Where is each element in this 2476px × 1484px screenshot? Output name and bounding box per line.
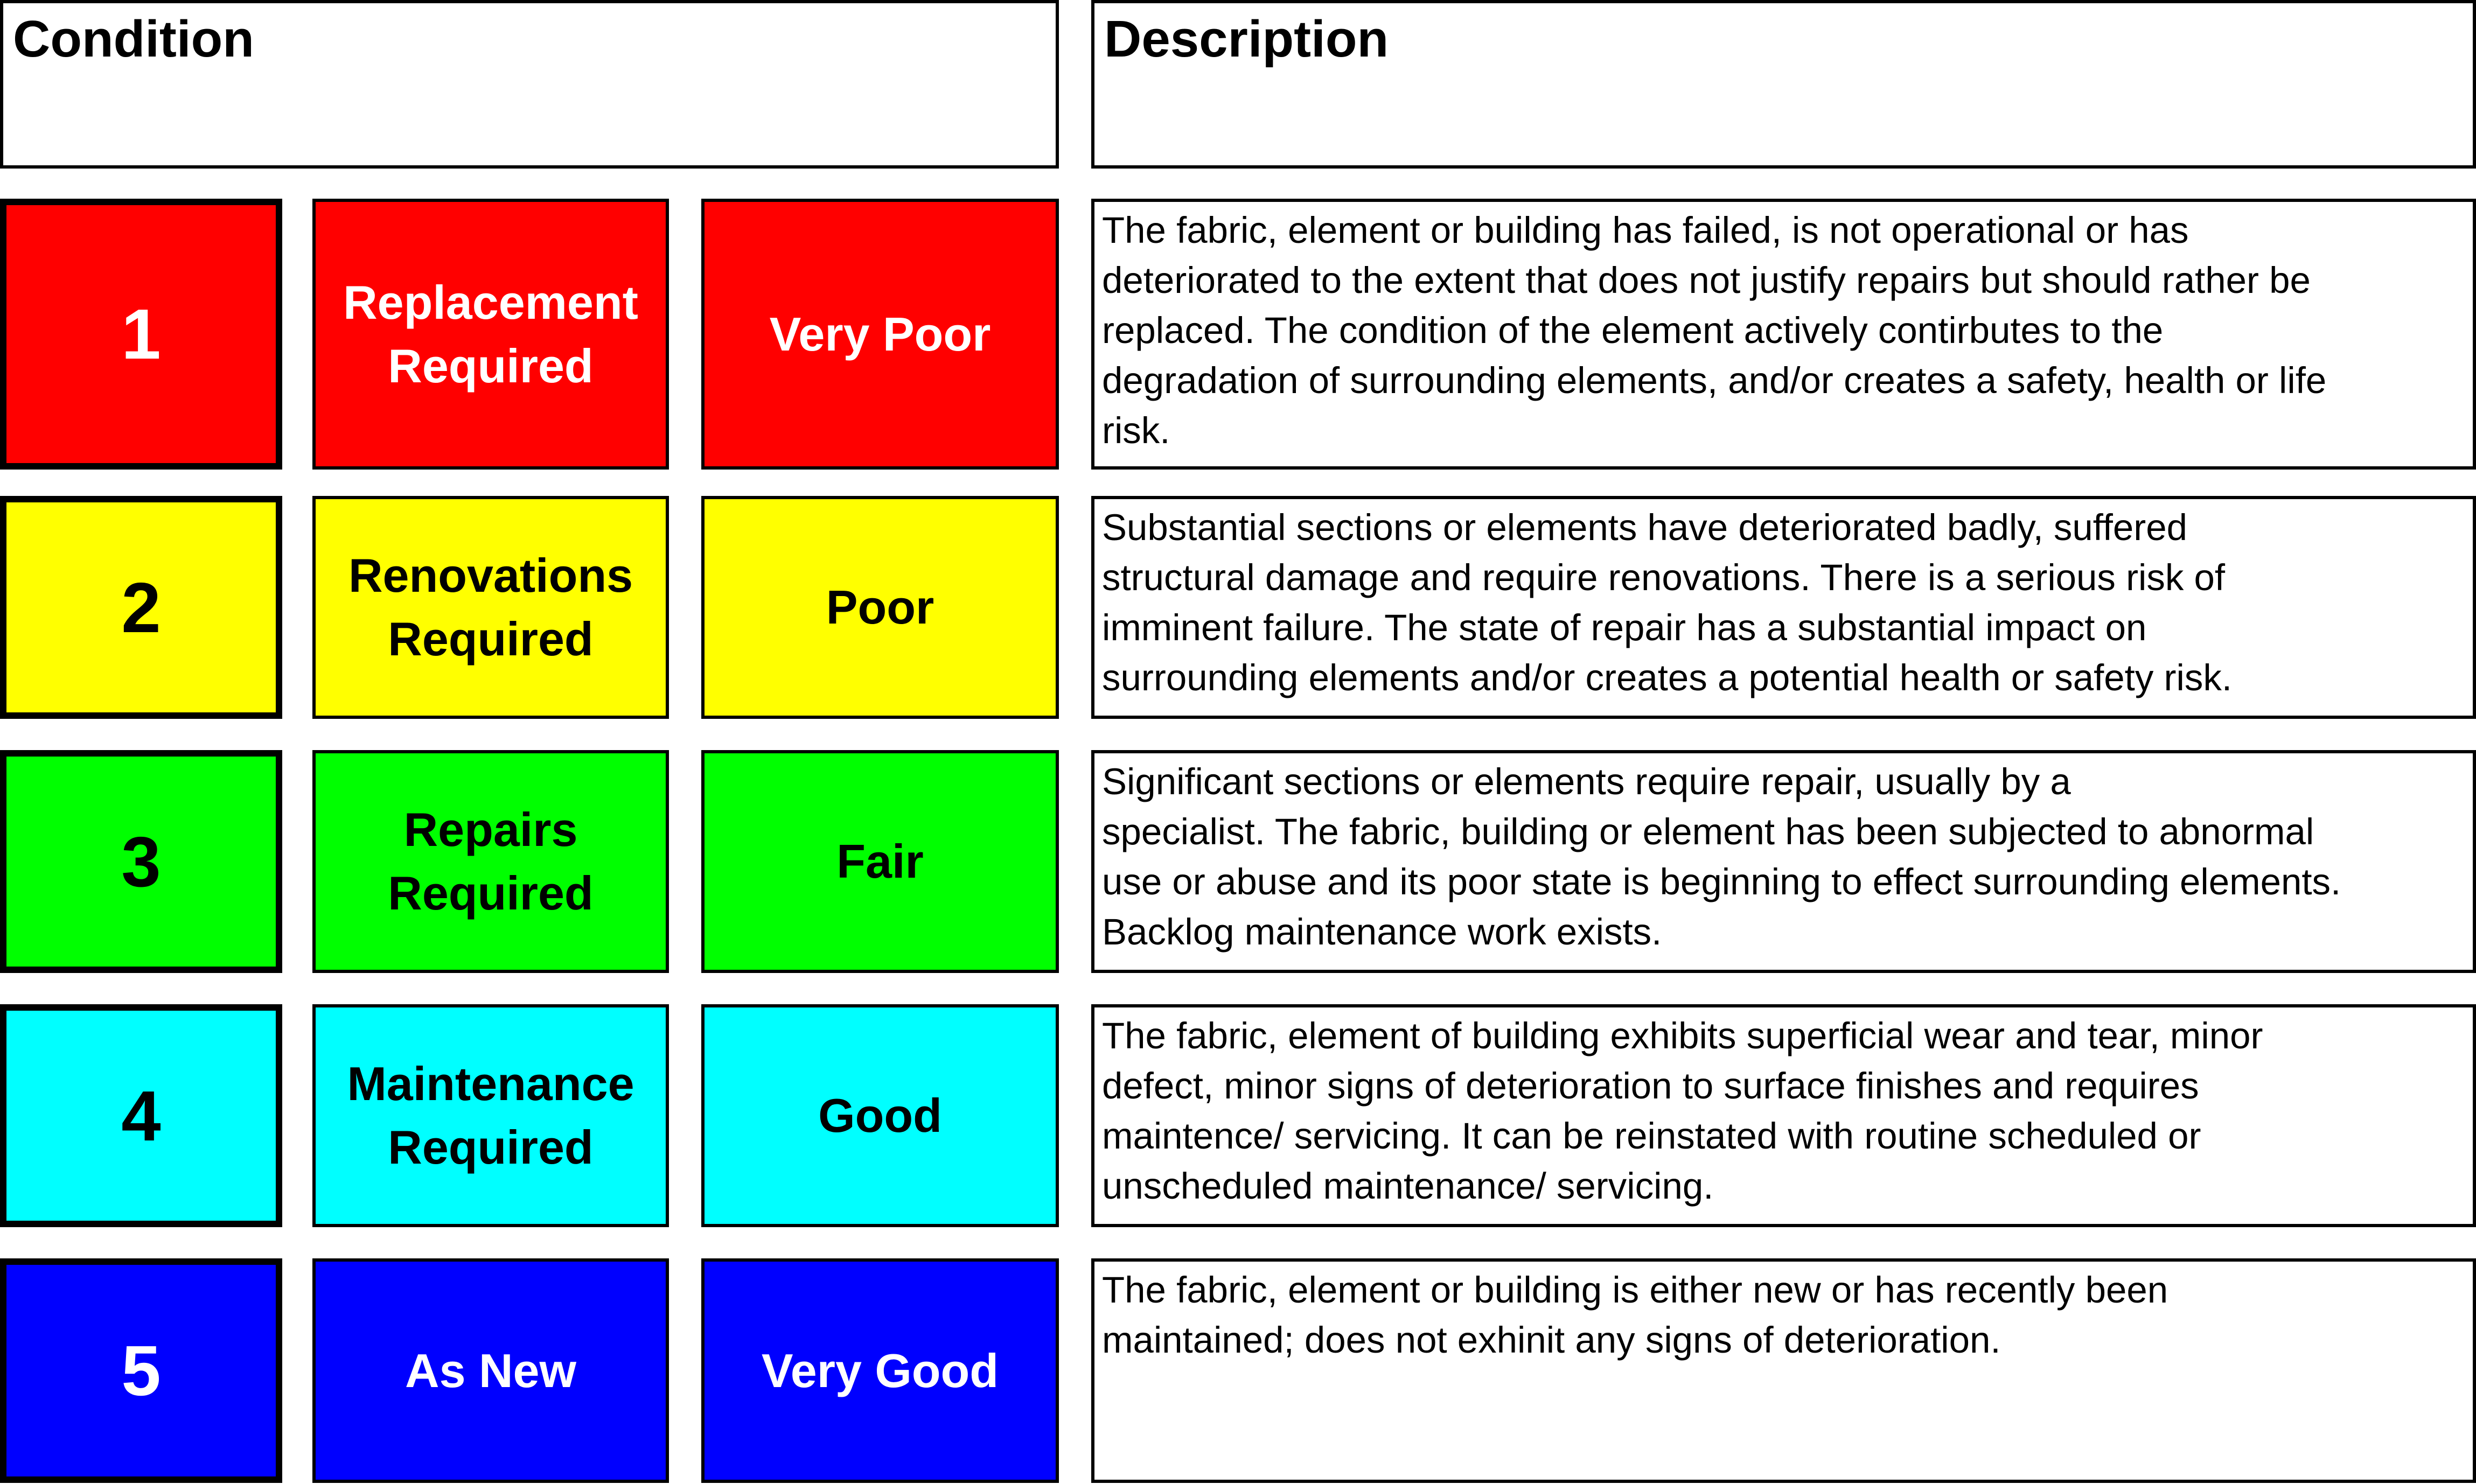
description-line: specialist. The fabric, building or elem… [1102, 811, 2314, 852]
condition-action: Replacement Required [312, 199, 669, 470]
condition-description: The fabric, element or building has fail… [1091, 199, 2476, 470]
condition-rating: Poor [701, 496, 1059, 719]
condition-action: Maintenance Required [312, 1004, 669, 1227]
description-line: Backlog maintenance work exists. [1102, 911, 1662, 953]
condition-rating: Fair [701, 750, 1059, 973]
description-line: unscheduled maintenance/ servicing. [1102, 1165, 1714, 1207]
condition-action: As New [312, 1258, 669, 1483]
description-line: surrounding elements and/or creates a po… [1102, 657, 2232, 698]
description-line: degradation of surrounding elements, and… [1102, 360, 2327, 401]
condition-number: 4 [0, 1004, 282, 1227]
description-line: The fabric, element or building has fail… [1102, 209, 2189, 251]
description-line: maintence/ servicing. It can be reinstat… [1102, 1115, 2201, 1157]
condition-number: 3 [0, 750, 282, 973]
condition-number: 1 [0, 199, 282, 470]
condition-rating: Very Good [701, 1258, 1059, 1483]
condition-rating: Very Poor [701, 199, 1059, 470]
description-line: Significant sections or elements require… [1102, 761, 2071, 802]
description-line: Substantial sections or elements have de… [1102, 507, 2187, 548]
condition-description: Significant sections or elements require… [1091, 750, 2476, 973]
condition-description: Substantial sections or elements have de… [1091, 496, 2476, 719]
condition-number: 2 [0, 496, 282, 719]
description-header: Description [1091, 0, 2476, 169]
condition-number: 5 [0, 1258, 282, 1483]
description-line: The fabric, element of building exhibits… [1102, 1015, 2263, 1056]
description-line: imminent failure. The state of repair ha… [1102, 607, 2147, 648]
condition-description: The fabric, element or building is eithe… [1091, 1258, 2476, 1483]
condition-description: The fabric, element of building exhibits… [1091, 1004, 2476, 1227]
description-line: The fabric, element or building is eithe… [1102, 1269, 2168, 1311]
condition-rating: Good [701, 1004, 1059, 1227]
description-line: defect, minor signs of deterioration to … [1102, 1065, 2199, 1107]
condition-action: Renovations Required [312, 496, 669, 719]
description-line: risk. [1102, 410, 1170, 451]
description-line: maintained; does not exhinit any signs o… [1102, 1319, 2001, 1361]
description-line: replaced. The condition of the element a… [1102, 310, 2164, 351]
description-line: deteriorated to the extent that does not… [1102, 260, 2311, 301]
condition-action: Repairs Required [312, 750, 669, 973]
description-line: use or abuse and its poor state is begin… [1102, 861, 2341, 902]
description-line: structural damage and require renovation… [1102, 557, 2226, 598]
condition-header: Condition [0, 0, 1059, 169]
